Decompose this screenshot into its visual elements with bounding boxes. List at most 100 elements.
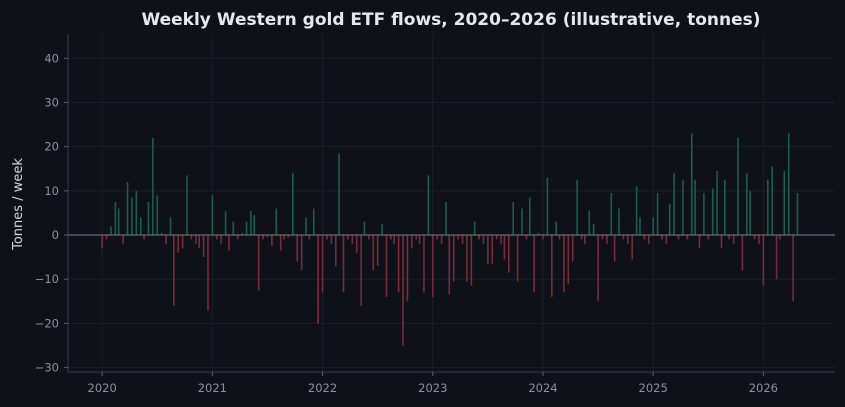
flow-bar <box>461 235 464 244</box>
flow-bar <box>160 232 163 236</box>
flow-bar <box>207 235 209 311</box>
flow-bar <box>110 226 112 236</box>
y-tick-label: 40 <box>44 51 59 65</box>
flow-bar <box>487 235 489 264</box>
flow-bar <box>766 179 769 236</box>
flow-bar <box>503 235 506 260</box>
flow-bar <box>406 235 409 302</box>
flow-bar <box>452 235 455 282</box>
flow-bar <box>606 235 608 244</box>
flow-bar <box>720 235 723 249</box>
flow-bar <box>347 235 349 240</box>
x-tick-label: 2026 <box>749 381 778 395</box>
flow-bar <box>601 235 604 240</box>
flow-bar <box>172 235 175 306</box>
flow-bar <box>105 235 108 240</box>
flow-bar <box>287 235 290 238</box>
y-tick-label: −30 <box>35 361 59 375</box>
flow-bar <box>372 235 375 271</box>
flow-bar <box>411 235 413 249</box>
flow-bar <box>279 235 282 251</box>
flow-bar <box>122 235 124 244</box>
flow-bar <box>135 190 138 236</box>
flow-bar <box>622 235 625 240</box>
flow-bar <box>576 179 578 236</box>
flow-bar <box>300 235 303 271</box>
flow-bar <box>198 235 200 249</box>
flow-bar <box>652 217 654 236</box>
flow-bar <box>647 235 650 244</box>
flow-bar <box>186 175 188 236</box>
flow-bar <box>342 235 345 293</box>
flow-bar <box>491 235 494 264</box>
flow-bar <box>711 188 714 236</box>
flow-bar <box>703 193 705 236</box>
flow-bar <box>686 235 689 240</box>
flow-bar <box>656 193 659 236</box>
flow-bar <box>376 235 379 266</box>
flow-bar <box>753 235 756 240</box>
flow-bar <box>724 179 726 236</box>
flow-bar <box>126 182 129 236</box>
x-tick-label: 2024 <box>528 381 557 395</box>
flow-bar <box>326 235 328 240</box>
flow-bar <box>228 235 230 251</box>
flow-bar <box>195 235 197 244</box>
flow-bar <box>363 221 366 236</box>
flow-bar <box>457 235 459 240</box>
flow-bar <box>533 235 535 293</box>
flow-bar <box>241 232 243 236</box>
flow-bar <box>448 235 451 295</box>
flow-bar <box>368 235 370 240</box>
flow-bar <box>762 235 765 286</box>
flow-bar <box>779 235 781 240</box>
flow-bar <box>466 235 468 282</box>
flow-bar <box>423 235 425 293</box>
flow-bar <box>732 235 735 244</box>
flow-bar <box>224 210 227 236</box>
flow-bar <box>758 235 760 244</box>
flow-bar <box>792 235 794 302</box>
y-axis: −30 −20 −10 0 10 20 30 40 <box>35 51 68 375</box>
flow-bar <box>546 177 549 236</box>
flow-bar <box>682 179 684 236</box>
x-tick-label: 2025 <box>639 381 668 395</box>
flow-bar <box>528 197 531 236</box>
x-tick-label: 2020 <box>88 381 117 395</box>
flow-bar <box>635 186 638 236</box>
chart-title: Weekly Western gold ETF flows, 2020–2026… <box>141 10 760 30</box>
flow-bar <box>665 235 668 244</box>
flow-bar <box>580 235 583 240</box>
flow-bar <box>355 235 358 253</box>
flow-bar <box>312 208 315 236</box>
flow-bar <box>592 223 595 236</box>
x-tick-label: 2022 <box>308 381 337 395</box>
flow-bar <box>330 235 333 244</box>
flow-bar <box>500 235 502 244</box>
bars <box>101 133 799 346</box>
flow-bar <box>728 235 731 240</box>
flow-bar <box>292 173 294 236</box>
flow-bar <box>101 235 103 249</box>
flow-bar <box>571 235 574 262</box>
flow-bar <box>250 210 252 236</box>
x-tick-label: 2023 <box>418 381 447 395</box>
flow-bar <box>431 235 434 297</box>
flow-bar <box>473 221 476 236</box>
x-tick-label: 2021 <box>198 381 227 395</box>
y-tick-label: −20 <box>35 316 59 330</box>
y-tick-label: 30 <box>44 95 59 109</box>
flow-bar <box>783 170 786 236</box>
flow-bar <box>584 235 586 244</box>
flow-bar <box>308 235 311 240</box>
flow-bar <box>558 235 561 240</box>
flow-bar <box>698 235 701 249</box>
flow-bar <box>283 235 285 240</box>
flow-bar <box>597 235 599 302</box>
flow-bar <box>262 235 264 240</box>
flow-bar <box>190 235 193 240</box>
flow-bar <box>360 235 362 306</box>
flow-bar <box>588 210 591 236</box>
flow-bar <box>436 235 438 240</box>
